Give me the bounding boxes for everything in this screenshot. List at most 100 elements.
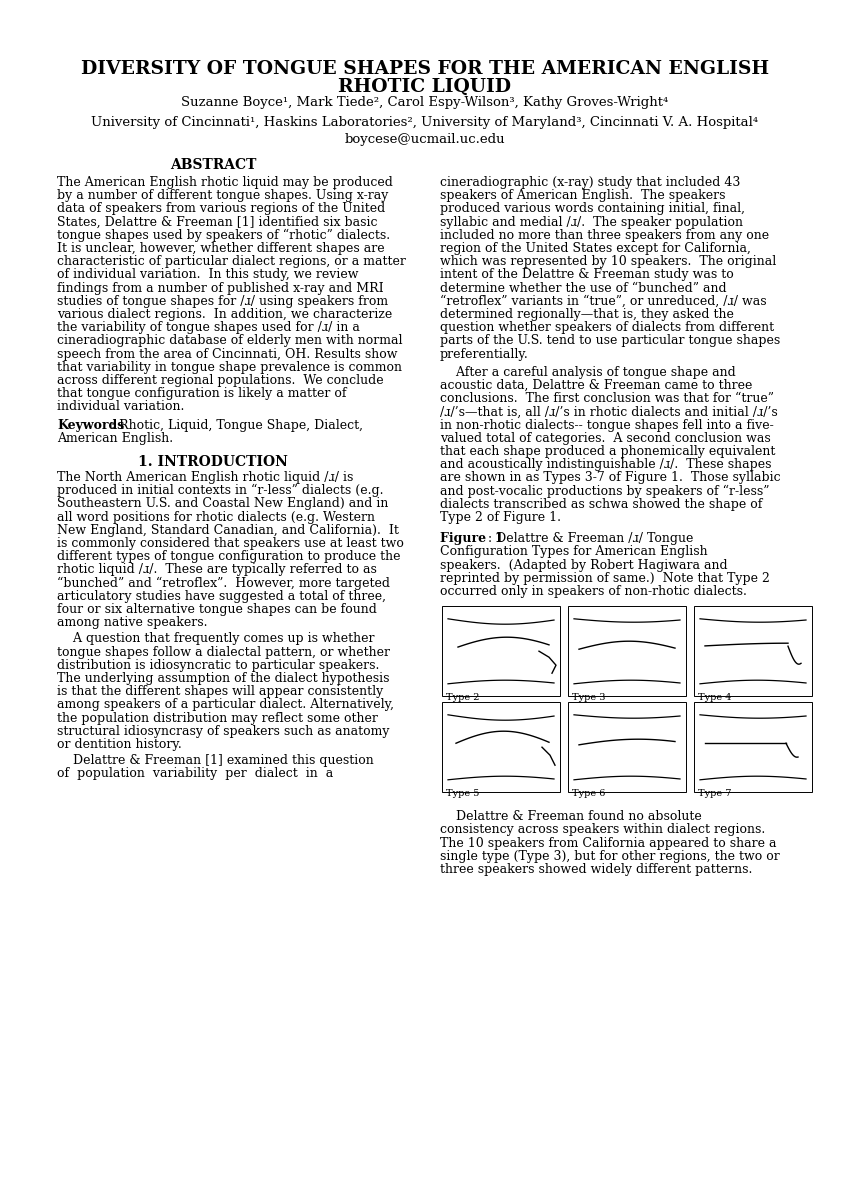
Text: are shown in as Types 3-7 of Figure 1.  Those syllabic: are shown in as Types 3-7 of Figure 1. T… bbox=[440, 471, 780, 484]
Text: ABSTRACT: ABSTRACT bbox=[170, 157, 256, 172]
Text: produced various words containing initial, final,: produced various words containing initia… bbox=[440, 202, 745, 215]
Text: cineradiographic database of elderly men with normal: cineradiographic database of elderly men… bbox=[57, 334, 403, 347]
Text: single type (Type 3), but for other regions, the two or: single type (Type 3), but for other regi… bbox=[440, 850, 779, 863]
Text: Configuration Types for American English: Configuration Types for American English bbox=[440, 546, 707, 559]
Text: dialects transcribed as schwa showed the shape of: dialects transcribed as schwa showed the… bbox=[440, 498, 762, 511]
Text: Southeastern U.S. and Coastal New England) and in: Southeastern U.S. and Coastal New Englan… bbox=[57, 498, 388, 511]
Bar bbox=[694, 606, 812, 696]
Text: The 10 speakers from California appeared to share a: The 10 speakers from California appeared… bbox=[440, 837, 777, 850]
Text: produced in initial contexts in “r-less” dialects (e.g.: produced in initial contexts in “r-less”… bbox=[57, 484, 383, 498]
Text: that variability in tongue shape prevalence is common: that variability in tongue shape prevale… bbox=[57, 361, 402, 374]
Text: speech from the area of Cincinnati, OH. Results show: speech from the area of Cincinnati, OH. … bbox=[57, 347, 398, 361]
Text: It is unclear, however, whether different shapes are: It is unclear, however, whether differen… bbox=[57, 242, 384, 255]
Text: three speakers showed widely different patterns.: three speakers showed widely different p… bbox=[440, 863, 752, 876]
Bar bbox=[442, 702, 560, 792]
Text: reprinted by permission of same.)  Note that Type 2: reprinted by permission of same.) Note t… bbox=[440, 572, 770, 585]
Text: After a careful analysis of tongue shape and: After a careful analysis of tongue shape… bbox=[440, 365, 736, 379]
Text: RHOTIC LIQUID: RHOTIC LIQUID bbox=[338, 78, 512, 96]
Text: and post-vocalic productions by speakers of “r-less”: and post-vocalic productions by speakers… bbox=[440, 484, 769, 498]
Text: boycese@ucmail.uc.edu: boycese@ucmail.uc.edu bbox=[345, 133, 505, 145]
Text: included no more than three speakers from any one: included no more than three speakers fro… bbox=[440, 228, 769, 242]
Text: States, Delattre & Freeman [1] identified six basic: States, Delattre & Freeman [1] identifie… bbox=[57, 215, 377, 228]
Bar bbox=[568, 702, 686, 792]
Text: New England, Standard Canadian, and California).  It: New England, Standard Canadian, and Cali… bbox=[57, 524, 399, 537]
Text: all word positions for rhotic dialects (e.g. Western: all word positions for rhotic dialects (… bbox=[57, 511, 375, 524]
Text: individual variation.: individual variation. bbox=[57, 400, 184, 413]
Text: : Rhotic, Liquid, Tongue Shape, Dialect,: : Rhotic, Liquid, Tongue Shape, Dialect, bbox=[111, 418, 363, 432]
Text: that tongue configuration is likely a matter of: that tongue configuration is likely a ma… bbox=[57, 387, 347, 400]
Bar bbox=[442, 606, 560, 696]
Text: different types of tongue configuration to produce the: different types of tongue configuration … bbox=[57, 551, 400, 564]
Text: determined regionally—that is, they asked the: determined regionally—that is, they aske… bbox=[440, 308, 734, 321]
Text: Type 6: Type 6 bbox=[572, 790, 605, 798]
Text: speakers of American English.  The speakers: speakers of American English. The speake… bbox=[440, 189, 726, 202]
Text: is that the different shapes will appear consistently: is that the different shapes will appear… bbox=[57, 685, 383, 698]
Text: by a number of different tongue shapes. Using x-ray: by a number of different tongue shapes. … bbox=[57, 189, 388, 202]
Text: 1. INTRODUCTION: 1. INTRODUCTION bbox=[138, 456, 288, 469]
Text: Type 3: Type 3 bbox=[572, 694, 605, 702]
Text: American English.: American English. bbox=[57, 432, 173, 445]
Text: conclusions.  The first conclusion was that for “true”: conclusions. The first conclusion was th… bbox=[440, 392, 774, 405]
Text: Delattre & Freeman found no absolute: Delattre & Freeman found no absolute bbox=[440, 810, 702, 823]
Text: “bunched” and “retroflex”.  However, more targeted: “bunched” and “retroflex”. However, more… bbox=[57, 577, 390, 590]
Text: question whether speakers of dialects from different: question whether speakers of dialects fr… bbox=[440, 321, 774, 334]
Text: findings from a number of published x-ray and MRI: findings from a number of published x-ra… bbox=[57, 281, 383, 294]
Bar bbox=[694, 702, 812, 792]
Text: studies of tongue shapes for /ɹ/ using speakers from: studies of tongue shapes for /ɹ/ using s… bbox=[57, 294, 388, 308]
Text: /ɹ/’s—that is, all /ɹ/’s in rhotic dialects and initial /ɹ/’s: /ɹ/’s—that is, all /ɹ/’s in rhotic diale… bbox=[440, 405, 778, 418]
Text: distribution is idiosyncratic to particular speakers.: distribution is idiosyncratic to particu… bbox=[57, 659, 379, 672]
Text: across different regional populations.  We conclude: across different regional populations. W… bbox=[57, 374, 383, 387]
Text: intent of the Delattre & Freeman study was to: intent of the Delattre & Freeman study w… bbox=[440, 268, 734, 281]
Text: occurred only in speakers of non-rhotic dialects.: occurred only in speakers of non-rhotic … bbox=[440, 585, 747, 599]
Text: characteristic of particular dialect regions, or a matter: characteristic of particular dialect reg… bbox=[57, 255, 406, 268]
Text: The North American English rhotic liquid /ɹ/ is: The North American English rhotic liquid… bbox=[57, 471, 354, 484]
Text: Type 5: Type 5 bbox=[446, 790, 479, 798]
Text: Type 4: Type 4 bbox=[698, 694, 732, 702]
Text: that each shape produced a phonemically equivalent: that each shape produced a phonemically … bbox=[440, 445, 775, 458]
Text: of  population  variability  per  dialect  in  a: of population variability per dialect in… bbox=[57, 767, 333, 780]
Text: speakers.  (Adapted by Robert Hagiwara and: speakers. (Adapted by Robert Hagiwara an… bbox=[440, 559, 728, 572]
Text: of individual variation.  In this study, we review: of individual variation. In this study, … bbox=[57, 268, 359, 281]
Text: “retroflex” variants in “true”, or unreduced, /ɹ/ was: “retroflex” variants in “true”, or unred… bbox=[440, 294, 767, 308]
Text: preferentially.: preferentially. bbox=[440, 347, 529, 361]
Text: Type 2: Type 2 bbox=[446, 694, 479, 702]
Text: determine whether the use of “bunched” and: determine whether the use of “bunched” a… bbox=[440, 281, 727, 294]
Text: Type 7: Type 7 bbox=[698, 790, 732, 798]
Text: in non-rhotic dialects-- tongue shapes fell into a five-: in non-rhotic dialects-- tongue shapes f… bbox=[440, 418, 774, 432]
Text: Type 2 of Figure 1.: Type 2 of Figure 1. bbox=[440, 511, 561, 524]
Text: is commonly considered that speakers use at least two: is commonly considered that speakers use… bbox=[57, 537, 404, 551]
Text: valued total of categories.  A second conclusion was: valued total of categories. A second con… bbox=[440, 432, 771, 445]
Text: parts of the U.S. tend to use particular tongue shapes: parts of the U.S. tend to use particular… bbox=[440, 334, 780, 347]
Text: various dialect regions.  In addition, we characterize: various dialect regions. In addition, we… bbox=[57, 308, 392, 321]
Text: cineradiographic (x-ray) study that included 43: cineradiographic (x-ray) study that incl… bbox=[440, 175, 740, 189]
Text: the population distribution may reflect some other: the population distribution may reflect … bbox=[57, 712, 378, 725]
Text: The underlying assumption of the dialect hypothesis: The underlying assumption of the dialect… bbox=[57, 672, 389, 685]
Bar bbox=[568, 606, 686, 696]
Text: four or six alternative tongue shapes can be found: four or six alternative tongue shapes ca… bbox=[57, 603, 377, 615]
Text: A question that frequently comes up is whether: A question that frequently comes up is w… bbox=[57, 632, 375, 645]
Text: tongue shapes follow a dialectal pattern, or whether: tongue shapes follow a dialectal pattern… bbox=[57, 645, 390, 659]
Text: syllabic and medial /ɹ/.  The speaker population: syllabic and medial /ɹ/. The speaker pop… bbox=[440, 215, 743, 228]
Text: articulatory studies have suggested a total of three,: articulatory studies have suggested a to… bbox=[57, 590, 386, 602]
Text: data of speakers from various regions of the United: data of speakers from various regions of… bbox=[57, 202, 385, 215]
Text: among speakers of a particular dialect. Alternatively,: among speakers of a particular dialect. … bbox=[57, 698, 394, 712]
Text: DIVERSITY OF TONGUE SHAPES FOR THE AMERICAN ENGLISH: DIVERSITY OF TONGUE SHAPES FOR THE AMERI… bbox=[81, 60, 769, 78]
Text: consistency across speakers within dialect regions.: consistency across speakers within diale… bbox=[440, 823, 765, 837]
Text: Suzanne Boyce¹, Mark Tiede², Carol Espy-Wilson³, Kathy Groves-Wright⁴: Suzanne Boyce¹, Mark Tiede², Carol Espy-… bbox=[181, 96, 669, 109]
Text: the variability of tongue shapes used for /ɹ/ in a: the variability of tongue shapes used fo… bbox=[57, 321, 360, 334]
Text: structural idiosyncrasy of speakers such as anatomy: structural idiosyncrasy of speakers such… bbox=[57, 725, 389, 738]
Text: acoustic data, Delattre & Freeman came to three: acoustic data, Delattre & Freeman came t… bbox=[440, 379, 752, 392]
Text: Figure  1: Figure 1 bbox=[440, 532, 503, 546]
Text: or dentition history.: or dentition history. bbox=[57, 738, 182, 751]
Text: tongue shapes used by speakers of “rhotic” dialects.: tongue shapes used by speakers of “rhoti… bbox=[57, 228, 390, 242]
Text: Keywords: Keywords bbox=[57, 418, 124, 432]
Text: : Delattre & Freeman /ɹ/ Tongue: : Delattre & Freeman /ɹ/ Tongue bbox=[488, 532, 694, 546]
Text: rhotic liquid /ɹ/.  These are typically referred to as: rhotic liquid /ɹ/. These are typically r… bbox=[57, 564, 377, 577]
Text: The American English rhotic liquid may be produced: The American English rhotic liquid may b… bbox=[57, 175, 393, 189]
Text: among native speakers.: among native speakers. bbox=[57, 617, 207, 629]
Text: Delattre & Freeman [1] examined this question: Delattre & Freeman [1] examined this que… bbox=[57, 754, 374, 767]
Text: region of the United States except for California,: region of the United States except for C… bbox=[440, 242, 751, 255]
Text: and acoustically indistinguishable /ɹ/.  These shapes: and acoustically indistinguishable /ɹ/. … bbox=[440, 458, 772, 471]
Text: which was represented by 10 speakers.  The original: which was represented by 10 speakers. Th… bbox=[440, 255, 776, 268]
Text: University of Cincinnati¹, Haskins Laboratories², University of Maryland³, Cinci: University of Cincinnati¹, Haskins Labor… bbox=[92, 117, 758, 129]
